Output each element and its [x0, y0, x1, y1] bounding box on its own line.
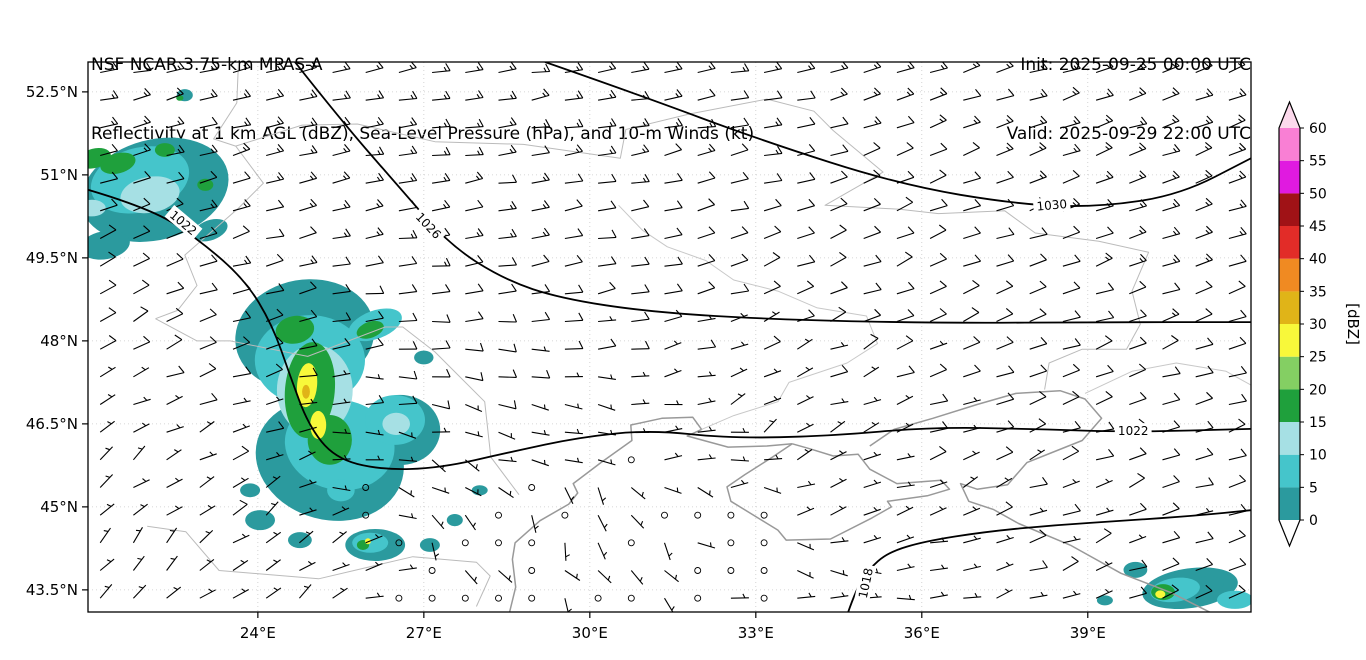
- header-left: NSF NCAR 3.75-km MPAS-A Reflectivity at …: [91, 8, 754, 169]
- y-tick-label: 48°N: [40, 332, 78, 350]
- y-tick-label: 43.5°N: [26, 581, 78, 599]
- y-tick-label: 51°N: [40, 166, 78, 184]
- header-right: Init: 2025-09-25 00:00 UTC Valid: 2025-0…: [1007, 8, 1251, 169]
- x-tick-label: 30°E: [572, 624, 608, 642]
- y-tick-label: 45°N: [40, 498, 78, 516]
- x-tick-label: 36°E: [904, 624, 940, 642]
- plot-subtitle: Reflectivity at 1 km AGL (dBZ), Sea-Leve…: [91, 124, 755, 144]
- wind-barb-layer: [99, 62, 1247, 612]
- colorbar: 0 5 10 15 20 25 30 35 40 45 50 55 60 [dBZ]: [1278, 100, 1362, 548]
- colorbar-tick-label: 60: [1309, 121, 1327, 137]
- svg-text:1022: 1022: [1118, 424, 1149, 438]
- axes: 52.5°N 51°N 49.5°N 48°N 46.5°N 45°N 43.5°N 24°E…: [26, 83, 1106, 642]
- colorbar-tick-label: 10: [1309, 448, 1327, 464]
- svg-text:1030: 1030: [1036, 197, 1068, 214]
- colorbar-tick-label: 0: [1309, 513, 1318, 529]
- svg-text:1018: 1018: [856, 567, 876, 600]
- colorbar-tick-label: 5: [1309, 480, 1318, 496]
- colorbar-tick-label: 20: [1309, 382, 1327, 398]
- colorbar-tick-label: 45: [1309, 219, 1327, 235]
- plot-border: [87, 61, 1252, 613]
- y-tick-label: 49.5°N: [26, 249, 78, 267]
- x-tick-label: 33°E: [738, 624, 774, 642]
- colorbar-tick-label: 50: [1309, 186, 1327, 202]
- colorbar-tick-label: 35: [1309, 284, 1327, 300]
- valid-time: Valid: 2025-09-29 22:00 UTC: [1006, 124, 1251, 144]
- y-tick-label: 52.5°N: [26, 83, 78, 101]
- colorbar-tick-label: 25: [1309, 350, 1327, 366]
- colorbar-tick-label: 30: [1309, 317, 1327, 333]
- x-tick-label: 24°E: [240, 624, 276, 642]
- reflectivity-layer: [88, 89, 1251, 610]
- colorbar-tick-label: 40: [1309, 252, 1327, 268]
- x-tick-label: 39°E: [1070, 624, 1106, 642]
- colorbar-tick-label: 55: [1309, 154, 1327, 170]
- x-tick-label: 27°E: [406, 624, 442, 642]
- coastline-layer: [147, 62, 1251, 612]
- colorbar-axis-label: [dBZ]: [1344, 303, 1362, 345]
- y-tick-label: 46.5°N: [26, 415, 78, 433]
- colorbar-tick-label: 15: [1309, 415, 1327, 431]
- init-time: Init: 2025-09-25 00:00 UTC: [1020, 55, 1251, 75]
